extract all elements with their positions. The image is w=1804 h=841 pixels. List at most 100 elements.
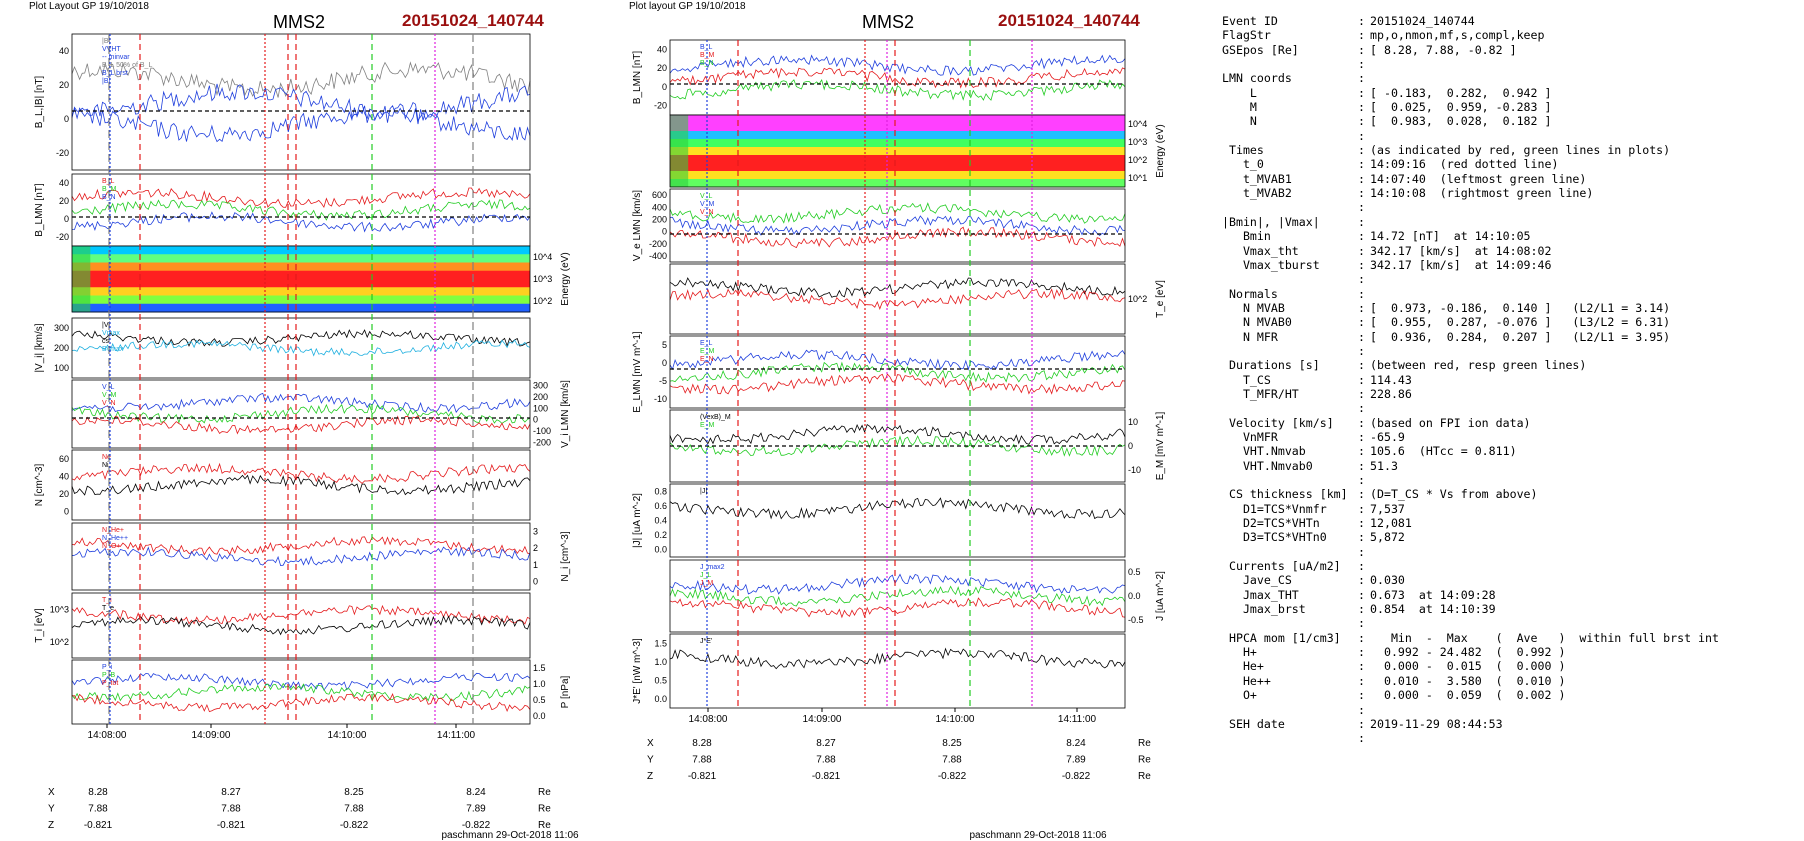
info-row: VnMFR: -65.9 (1222, 430, 1792, 444)
mid-figure-ephem-value: 7.88 (816, 755, 836, 766)
left-figure-ylabel: Energy (eV) (560, 252, 571, 305)
left-figure-panel-9-series-2 (71, 682, 531, 702)
left-figure-ytick: 0.5 (533, 695, 546, 705)
mid-figure-ytick: 10^2 (1128, 155, 1147, 165)
mid-figure-ytick: -10 (654, 394, 667, 404)
info-value: 342.17 [km/s] at 14:08:02 (1370, 243, 1552, 258)
left-figure-ephem-unit: Re (538, 804, 551, 815)
left-figure-ephem-unit: Re (538, 787, 551, 798)
mid-figure-legend-entry: E_L (700, 340, 713, 347)
left-figure-ylabel: V_i LMN [km/s] (560, 380, 571, 448)
info-row: Jave_CS:0.030 (1222, 573, 1792, 587)
info-colon: : (1358, 573, 1365, 588)
info-value (1370, 57, 1792, 71)
info-row: Normals: (1222, 287, 1792, 301)
left-figure-panel-5-series-3 (71, 415, 531, 435)
info-key: T_MFR/HT (1222, 386, 1299, 401)
info-key: Vmax_tburst (1222, 257, 1320, 272)
info-value (1370, 215, 1792, 229)
left-figure-ephem-value: -0.822 (462, 820, 491, 831)
info-colon: : (1358, 85, 1365, 100)
mid-figure-ytick: 10^2 (1128, 294, 1147, 304)
info-colon: : (1358, 200, 1365, 215)
info-colon: : (1358, 602, 1365, 617)
left-figure-ylabel: N_i [cm^-3] (560, 531, 571, 581)
left-figure-ytick: 10^3 (533, 274, 552, 284)
mid-figure-legend-entry: B_M (700, 52, 715, 59)
left-figure-panel-4-series-1 (71, 329, 531, 347)
info-row: Durations [s]: (between red, resp green l… (1222, 358, 1792, 372)
mid-figure-ylabel: J [uA m^-2] (1155, 571, 1166, 621)
left-figure-ytick: -200 (533, 437, 551, 447)
info-key: VHT.Nmvab (1222, 444, 1306, 459)
info-colon: : (1358, 731, 1365, 746)
info-colon: : (1358, 57, 1365, 72)
info-row: t_MVAB1:14:07:40 (leftmost green line) (1222, 172, 1792, 186)
left-figure-ytick: 100 (533, 403, 548, 413)
info-key: Normals (1222, 286, 1278, 301)
left-figure-ytick: 0 (64, 214, 69, 224)
info-colon: : (1358, 143, 1365, 158)
info-value: 14:10:08 (rightmost green line) (1370, 186, 1594, 201)
mid-figure-ytick: 0.5 (1128, 567, 1141, 577)
mid-figure-xtick-label: 14:08:00 (689, 714, 728, 725)
mid-figure-ytick: 0 (1128, 441, 1133, 451)
left-figure-panel-2-series-1 (71, 187, 531, 209)
left-figure-ytick: 1.5 (533, 663, 546, 673)
info-value: [ 8.28, 7.88, -0.82 ] (1370, 42, 1517, 57)
info-colon: : (1358, 559, 1365, 574)
info-row: : (1222, 401, 1792, 415)
left-figure-ytick: 1 (533, 560, 538, 570)
left-figure-spectrogram-band (72, 295, 530, 305)
info-key: VHT.Nmvab0 (1222, 458, 1313, 473)
info-row: VHT.Nmvab:105.6 (HTcc = 0.811) (1222, 444, 1792, 458)
info-value: 14:07:40 (leftmost green line) (1370, 171, 1587, 186)
info-colon: : (1358, 659, 1365, 674)
info-key: N MVAB (1222, 300, 1285, 315)
left-figure-ephem-unit: Re (538, 820, 551, 831)
info-value: -65.9 (1370, 429, 1405, 444)
info-row: Bmin:14.72 [nT] at 14:10:05 (1222, 229, 1792, 243)
info-row: N MVAB0: [ 0.955, 0.287, -0.076 ] (L3/L2 … (1222, 315, 1792, 329)
mid-figure-ephem-value: -0.821 (688, 771, 717, 782)
left-figure-ytick: -20 (56, 232, 69, 242)
left-figure-ephem-value: 8.24 (466, 787, 486, 798)
left-figure-legend-entry: -- minvar (102, 54, 130, 61)
mid-figure-ephem-value: 8.24 (1066, 738, 1086, 749)
left-figure-legend-entry: Ni (102, 462, 109, 469)
mid-figure-panel-3-series-3 (669, 226, 1126, 249)
mid-figure-panel-5-series-1 (669, 349, 1126, 371)
left-figure-panel-9-series-1 (71, 672, 531, 691)
info-value: 0.000 - 0.059 ( 0.002 ) (1370, 688, 1566, 703)
info-value: mp,o,nmon,mf,s,compl,keep (1370, 28, 1545, 43)
info-value: 0.000 - 0.015 ( 0.000 ) (1370, 659, 1566, 674)
mid-figure-legend-entry: E_M (700, 348, 715, 355)
info-value: (D=T_CS * Vs from above) (1370, 487, 1538, 502)
info-row: CS thickness [km]: (D=T_CS * Vs from abov… (1222, 487, 1792, 501)
mid-figure-ytick: -5 (659, 376, 667, 386)
left-figure-legend-entry: V_N (102, 400, 116, 407)
left-figure-legend-entry: |B| (102, 38, 110, 45)
left-figure-panel-frame (71, 592, 531, 659)
left-figure-spectrogram-band (72, 279, 530, 288)
info-value: Min - Max ( Ave ) within full brst int (1370, 630, 1720, 645)
info-colon: : (1358, 114, 1365, 129)
left-figure-panel-6-series-1 (71, 462, 531, 484)
left-figure-panel-frame (71, 522, 531, 591)
left-figure-panel-7-series-2 (71, 546, 531, 567)
info-value: (between red, resp green lines) (1370, 358, 1587, 373)
info-row: : (1222, 200, 1792, 214)
left-figure-ytick: 100 (54, 363, 69, 373)
mid-figure-event-title: 20151024_140744 (998, 11, 1140, 30)
mid-figure-ephem-value: -0.822 (938, 771, 967, 782)
mid-figure-ytick: -0.5 (1128, 615, 1144, 625)
info-colon: : (1358, 501, 1365, 516)
mid-figure-ephem-label: Y (647, 755, 654, 766)
left-figure-panel-5-series-1 (71, 392, 531, 413)
info-row: : (1222, 344, 1792, 358)
info-key: He+ (1222, 659, 1264, 674)
info-key: Times (1222, 143, 1264, 158)
mid-figure-panel-2: 10^4 10^3 10^2 10^1 Energy (eV) (669, 114, 1166, 188)
